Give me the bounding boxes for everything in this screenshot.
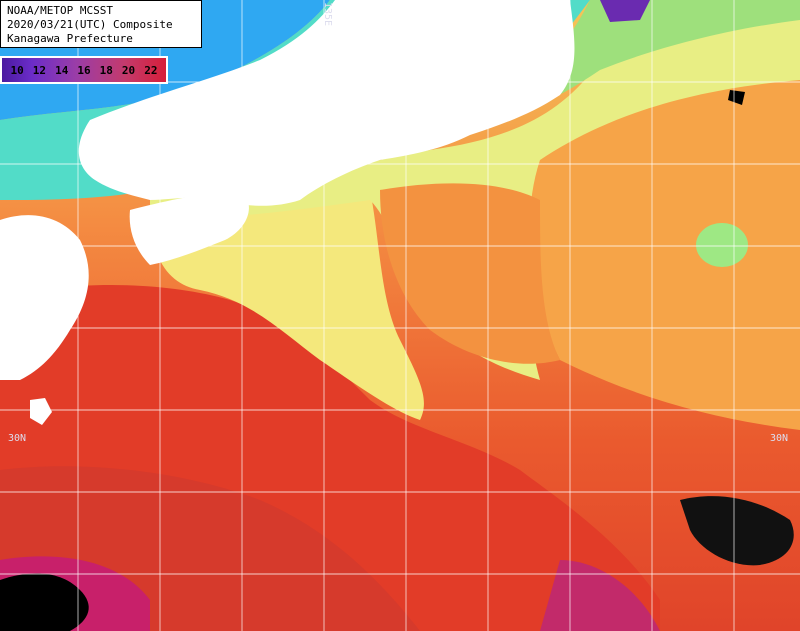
legend-tick: 20 [121,63,136,77]
cold-eddy [696,223,748,267]
legend-tick: 10 [10,63,24,77]
map-source-label: NOAA/METOP MCSST [7,4,113,17]
map-date-label: 2020/03/21(UTC) Composite [7,18,173,31]
legend-tick: 14 [55,63,69,77]
land-island-small [30,398,52,425]
cool-coastal-tongue [150,190,424,420]
legend-tick: 16 [77,63,91,77]
land-honshu [78,0,575,206]
map-region-label: Kanagawa Prefecture [7,32,133,45]
warm-orange-east [529,80,800,430]
land-kyushu [0,215,89,380]
temperature-color-legend: 10 12 14 16 18 20 22 [0,56,168,84]
lat-label-right: 30N [770,433,789,444]
legend-tick: 18 [99,63,113,77]
legend-tick: 22 [144,63,158,77]
no-data-patch-southeast [680,496,794,566]
no-data-patch-northeast [728,90,745,105]
no-data-patch-southwest [0,573,89,631]
legend-tick: 12 [32,63,47,77]
lon-label-top: 135E [322,2,333,27]
lat-label-left: 30N [8,433,27,444]
map-title-box: NOAA/METOP MCSST 2020/03/21(UTC) Composi… [0,0,202,48]
orange-central-band [380,183,560,364]
purple-northeast [600,0,650,22]
land-shikoku [129,193,249,265]
